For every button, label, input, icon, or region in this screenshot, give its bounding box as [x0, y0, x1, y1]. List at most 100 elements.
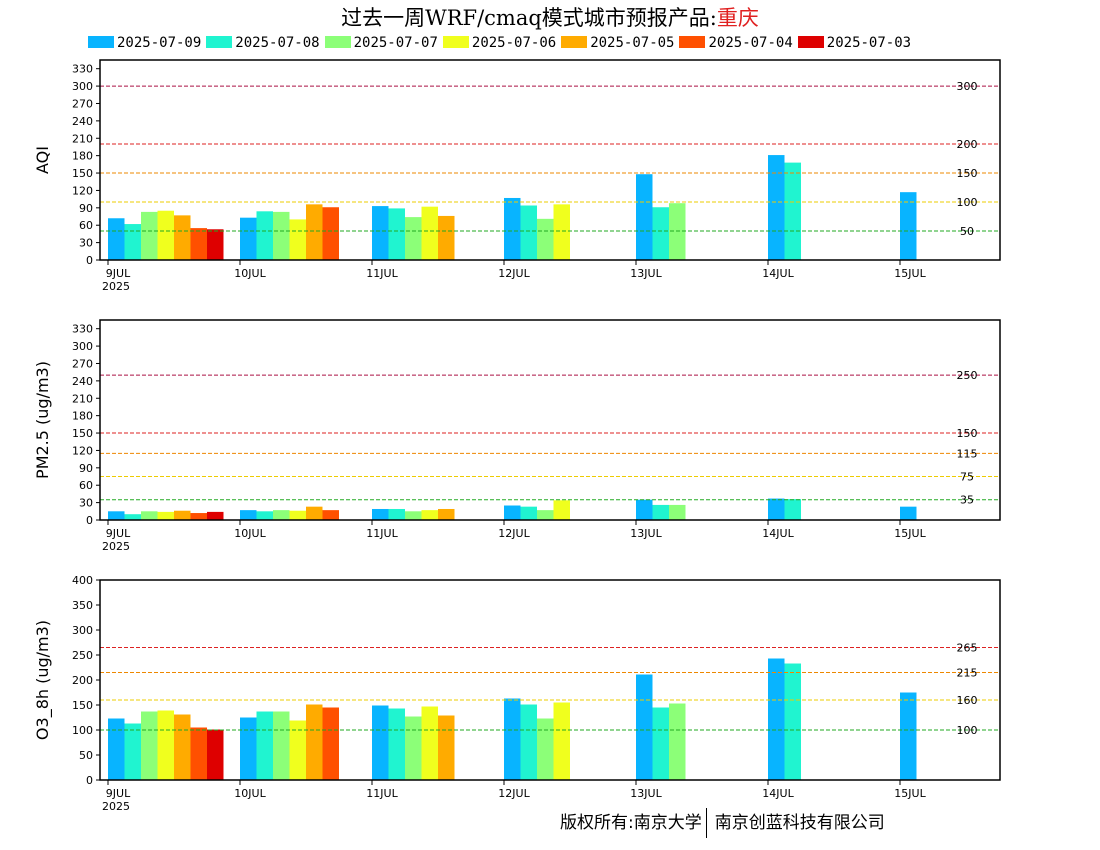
y-tick-label: 180	[72, 150, 93, 163]
bar	[537, 718, 554, 780]
bar	[421, 706, 438, 780]
legend-item: 2025-07-09	[88, 35, 206, 51]
y-tick-label: 300	[72, 624, 93, 637]
bar	[174, 714, 191, 780]
chart-pm25: 250 150 115 75 35 0 30 60 90 120 150 180 210 240 270 30…	[33, 319, 1001, 553]
y-tick-label: 0	[86, 254, 93, 267]
bar	[256, 711, 273, 780]
y-tick-label: 30	[79, 497, 93, 510]
copyright: 版权所有:南京大学 南京创蓝科技有限公司	[560, 808, 885, 838]
bar	[273, 211, 290, 260]
bar	[652, 707, 669, 780]
x-tick-label: 15JUL	[894, 267, 926, 280]
bar	[108, 511, 125, 520]
title-city: 重庆	[716, 6, 759, 30]
bar	[438, 715, 455, 780]
bar	[108, 218, 125, 260]
bar	[157, 210, 174, 260]
threshold-label: 75	[960, 471, 974, 484]
y-tick-label: 210	[72, 392, 93, 405]
legend-label: 2025-07-09	[117, 35, 202, 51]
x-year-label: 2025	[102, 540, 130, 553]
y-tick-label: 150	[72, 167, 93, 180]
bar	[438, 508, 455, 520]
bar	[289, 510, 306, 520]
x-tick-label: 12JUL	[498, 787, 530, 800]
bar	[273, 510, 290, 520]
y-tick-label: 0	[86, 774, 93, 787]
bar	[256, 511, 273, 520]
legend-item: 2025-07-06	[442, 35, 561, 51]
bar	[289, 219, 306, 260]
y-tick-label: 300	[72, 340, 93, 353]
x-tick-label: 14JUL	[762, 787, 794, 800]
legend-item: 2025-07-07	[324, 35, 443, 51]
y-tick-label: 120	[72, 184, 93, 197]
bar	[207, 229, 224, 260]
x-tick-label: 12JUL	[498, 267, 530, 280]
threshold-label: 215	[957, 667, 978, 680]
bar	[504, 698, 521, 780]
bar	[124, 723, 141, 780]
y-axis-label: AQI	[33, 146, 52, 174]
bar	[190, 513, 207, 520]
x-tick-label: 10JUL	[234, 527, 266, 540]
y-tick-label: 150	[72, 427, 93, 440]
bar	[306, 704, 323, 780]
bar	[405, 511, 422, 520]
plot-frame	[99, 59, 1001, 261]
threshold-label: 115	[957, 447, 978, 460]
bar	[388, 708, 405, 780]
bar	[636, 499, 653, 520]
bar	[141, 511, 158, 520]
x-tick-label: 10JUL	[234, 787, 266, 800]
bar	[520, 205, 537, 260]
legend-item: 2025-07-03	[797, 35, 916, 51]
legend: 2025-07-09 2025-07-08 2025-07-07 2025-07-06…	[88, 35, 916, 53]
bar	[504, 197, 521, 260]
bar	[900, 192, 917, 260]
bar	[784, 663, 801, 780]
bar	[553, 204, 570, 260]
y-tick-label: 400	[72, 574, 93, 587]
x-tick-label: 11JUL	[366, 267, 398, 280]
bar	[669, 703, 686, 780]
title-main: 过去一周WRF/cmaq模式城市预报产品:	[341, 6, 717, 30]
threshold-label: 35	[960, 494, 974, 507]
bar	[174, 215, 191, 260]
bar	[669, 504, 686, 520]
legend-label: 2025-07-03	[826, 35, 912, 51]
bar	[157, 710, 174, 780]
bar	[240, 510, 257, 520]
y-tick-label: 60	[79, 479, 93, 492]
y-axis-label: O3_8h (ug/m3)	[33, 620, 53, 740]
copyright-left: 版权所有:南京大学	[560, 813, 702, 833]
legend-swatch	[442, 36, 469, 48]
bar	[784, 499, 801, 520]
x-tick-label: 9JUL	[106, 787, 131, 800]
bar	[405, 716, 422, 780]
y-tick-label: 300	[72, 80, 93, 93]
bar	[141, 711, 158, 780]
legend-item: 2025-07-08	[206, 35, 324, 51]
bar	[141, 211, 158, 260]
y-tick-label: 90	[79, 462, 93, 475]
y-tick-label: 270	[72, 357, 93, 370]
copyright-right: 南京创蓝科技有限公司	[714, 813, 885, 833]
y-tick-label: 150	[72, 699, 93, 712]
bar	[636, 674, 653, 780]
bar	[669, 203, 686, 260]
y-tick-label: 350	[72, 599, 93, 612]
bar	[108, 718, 125, 780]
legend-label: 2025-07-08	[235, 35, 320, 51]
y-tick-label: 90	[79, 202, 93, 215]
bar	[768, 498, 785, 520]
bar	[421, 206, 438, 260]
bar	[306, 506, 323, 520]
bar	[174, 510, 191, 520]
threshold-label: 50	[960, 225, 974, 238]
bar	[256, 211, 273, 260]
x-tick-label: 14JUL	[762, 527, 794, 540]
bar	[900, 506, 917, 520]
